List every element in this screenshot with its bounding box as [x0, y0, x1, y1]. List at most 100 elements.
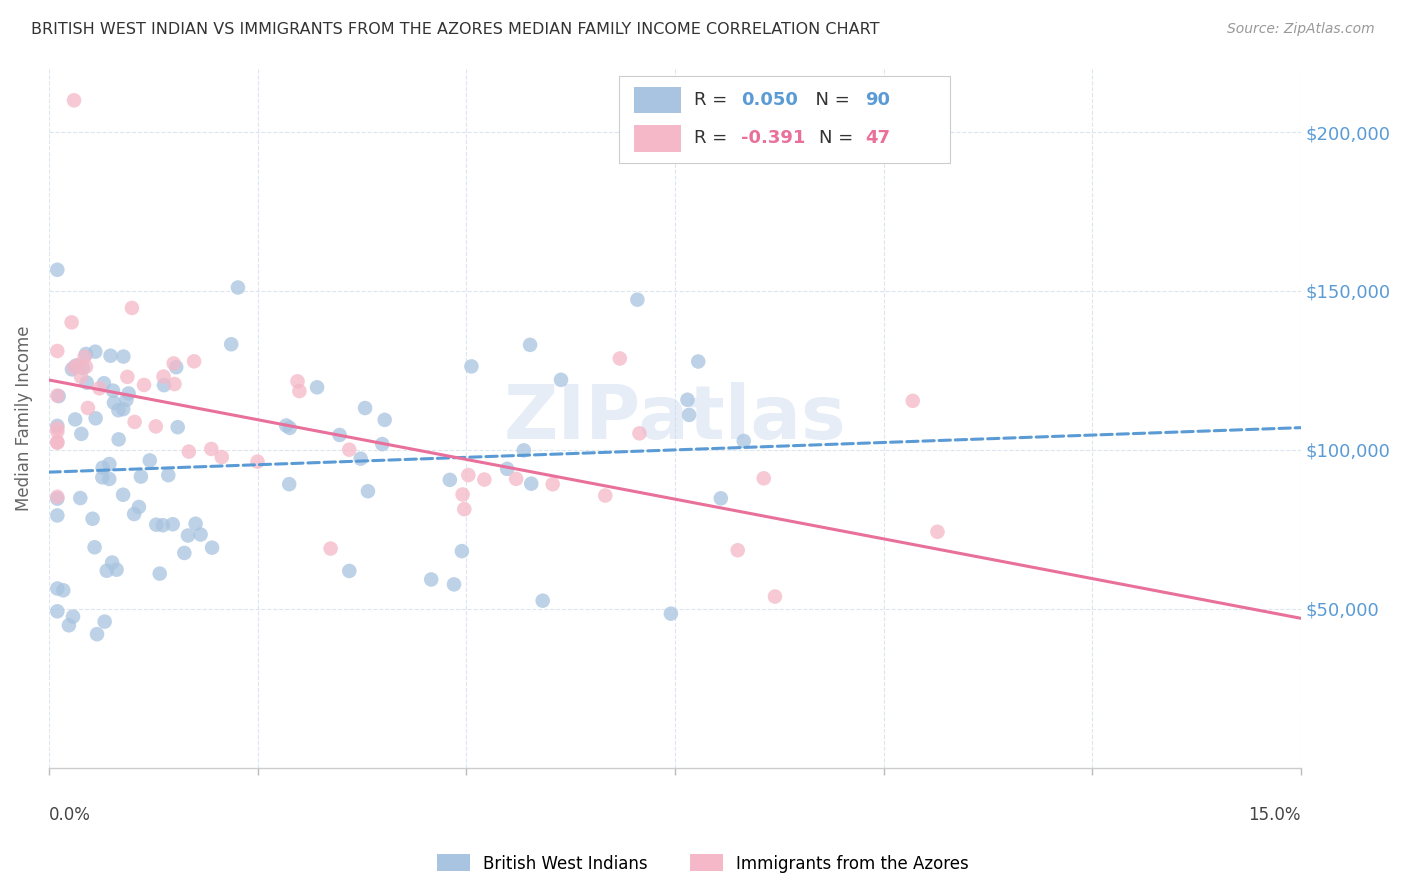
Point — [84, 344, 107, 359]
Point — [46, 491, 69, 506]
Point — [72, 361, 94, 376]
Point — [91, 460, 114, 475]
Point — [688, 354, 710, 368]
Point — [124, 415, 146, 429]
Point — [541, 477, 564, 491]
Text: 47: 47 — [865, 129, 890, 147]
Point — [107, 403, 129, 417]
Point — [101, 384, 124, 398]
Point — [901, 393, 924, 408]
Point — [626, 293, 648, 307]
Point — [122, 507, 145, 521]
Point — [132, 378, 155, 392]
Point — [62, 360, 84, 375]
Point — [163, 356, 186, 370]
Point — [451, 487, 474, 501]
Point — [62, 609, 84, 624]
Text: BRITISH WEST INDIAN VS IMMIGRANTS FROM THE AZORES MEDIAN FAMILY INCOME CORRELATI: BRITISH WEST INDIAN VS IMMIGRANTS FROM T… — [31, 22, 879, 37]
Point — [676, 392, 699, 407]
Point — [496, 462, 519, 476]
Point — [63, 93, 86, 107]
Point — [927, 524, 949, 539]
Point — [117, 370, 139, 384]
Point — [112, 488, 135, 502]
Point — [70, 426, 93, 441]
Point — [190, 527, 212, 541]
Point — [58, 618, 80, 632]
Point — [60, 362, 83, 376]
Point — [420, 573, 443, 587]
Text: ZIPatlas: ZIPatlas — [503, 382, 846, 455]
Text: N =: N = — [804, 91, 855, 109]
Point — [115, 392, 138, 407]
Point — [46, 508, 69, 523]
Point — [112, 350, 135, 364]
Point — [659, 607, 682, 621]
Point — [226, 280, 249, 294]
Point — [439, 473, 461, 487]
Point — [101, 556, 124, 570]
Point — [100, 349, 122, 363]
Text: -0.391: -0.391 — [741, 129, 806, 147]
Point — [628, 426, 651, 441]
Point — [505, 472, 527, 486]
Point — [121, 301, 143, 315]
Text: R =: R = — [693, 129, 733, 147]
Point — [89, 381, 111, 395]
Point — [52, 583, 75, 598]
Point — [84, 411, 107, 425]
Point — [184, 516, 207, 531]
Point — [149, 566, 172, 581]
Point — [337, 442, 360, 457]
Point — [531, 593, 554, 607]
Text: 0.050: 0.050 — [741, 91, 799, 109]
Point — [354, 401, 377, 415]
Point — [519, 338, 541, 352]
Point — [211, 450, 233, 464]
Point — [91, 470, 114, 484]
Point — [374, 413, 396, 427]
Y-axis label: Median Family Income: Median Family Income — [15, 326, 32, 511]
Point — [76, 376, 98, 390]
Point — [371, 437, 394, 451]
Point — [165, 360, 187, 375]
Point — [75, 347, 97, 361]
Point — [117, 386, 139, 401]
Point — [609, 351, 631, 366]
Point — [337, 564, 360, 578]
Point — [128, 500, 150, 514]
Bar — [634, 125, 682, 152]
Point — [48, 389, 70, 403]
Point — [75, 359, 97, 374]
Text: 15.0%: 15.0% — [1249, 806, 1301, 824]
Point — [93, 376, 115, 391]
Point — [727, 543, 749, 558]
Point — [129, 469, 152, 483]
Point — [46, 418, 69, 433]
Point — [307, 380, 329, 394]
Point — [357, 484, 380, 499]
Text: N =: N = — [818, 129, 859, 147]
Point — [177, 444, 200, 458]
Bar — [634, 87, 682, 113]
Point — [152, 369, 174, 384]
Point — [460, 359, 482, 374]
Point — [98, 457, 121, 471]
Point — [166, 420, 188, 434]
Point — [278, 421, 301, 435]
Point — [46, 435, 69, 450]
Point — [550, 373, 572, 387]
Text: Source: ZipAtlas.com: Source: ZipAtlas.com — [1227, 22, 1375, 37]
Point — [246, 455, 269, 469]
Point — [77, 401, 100, 415]
Point — [93, 615, 115, 629]
Point — [329, 428, 352, 442]
Point — [763, 590, 786, 604]
Point — [46, 582, 69, 596]
Point — [83, 541, 105, 555]
Point — [96, 564, 118, 578]
Point — [152, 518, 174, 533]
Point — [69, 491, 91, 505]
Point — [46, 604, 69, 618]
Point — [287, 375, 309, 389]
